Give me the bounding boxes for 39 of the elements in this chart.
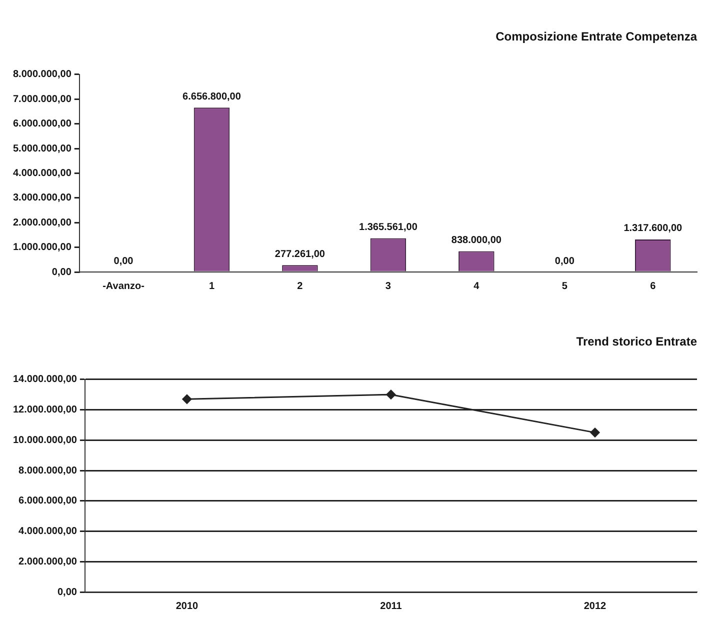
y-tick-label: 5.000.000,00	[13, 143, 72, 154]
x-tick-label: 2011	[380, 600, 402, 612]
data-label: 1.317.600,00	[624, 223, 683, 234]
x-tick-label: 3	[385, 280, 392, 292]
chart-title: Trend storico Entrate	[576, 334, 698, 349]
x-tick-label: 2	[297, 280, 304, 292]
y-tick-label: 0,00	[57, 586, 78, 598]
y-tick-label: 8.000.000,00	[18, 465, 78, 476]
data-label: 1.365.561,00	[359, 222, 418, 234]
data-label: 838.000,00	[451, 235, 502, 246]
point	[182, 394, 192, 404]
x-tick-label: 6	[650, 280, 656, 292]
y-tick-label: 6.000.000,00	[18, 496, 78, 507]
x-tick-label: 2010	[176, 600, 199, 612]
y-tick-label: 2.000.000,00	[13, 217, 72, 228]
data-label: 6.656.800,00	[182, 91, 242, 102]
y-tick-label: 2.000.000,00	[18, 556, 78, 568]
y-tick-label: 4.000.000,00	[13, 168, 72, 179]
data-label: 0,00	[554, 256, 575, 267]
x-tick-label: 5	[562, 280, 568, 292]
data-label: 0,00	[114, 256, 134, 267]
chart-title: Composizione Entrate Competenza	[496, 30, 698, 44]
y-tick-label: 10.000.000,00	[12, 434, 78, 446]
point	[590, 428, 600, 438]
y-tick-label: 3.000.000,00	[13, 192, 72, 204]
y-tick-label: 8.000.000,00	[13, 69, 72, 80]
x-tick-label: -Avanzo-	[102, 280, 144, 292]
y-tick-label: 1.000.000,00	[13, 242, 72, 254]
y-tick-label: 12.000.000,00	[12, 404, 78, 416]
y-tick-label: 4.000.000,00	[18, 526, 78, 538]
y-tick-label: 6.000.000,00	[13, 118, 72, 130]
y-tick-label: 0,00	[52, 266, 72, 278]
y-tick-label: 7.000.000,00	[13, 94, 72, 105]
y-tick-label: 14.000.000,00	[12, 374, 78, 386]
x-tick-label: 2012	[584, 600, 607, 612]
x-tick-label: 1	[208, 280, 215, 292]
point	[386, 390, 396, 400]
data-label: 277.261,00	[274, 248, 326, 260]
x-tick-label: 4	[474, 280, 480, 292]
